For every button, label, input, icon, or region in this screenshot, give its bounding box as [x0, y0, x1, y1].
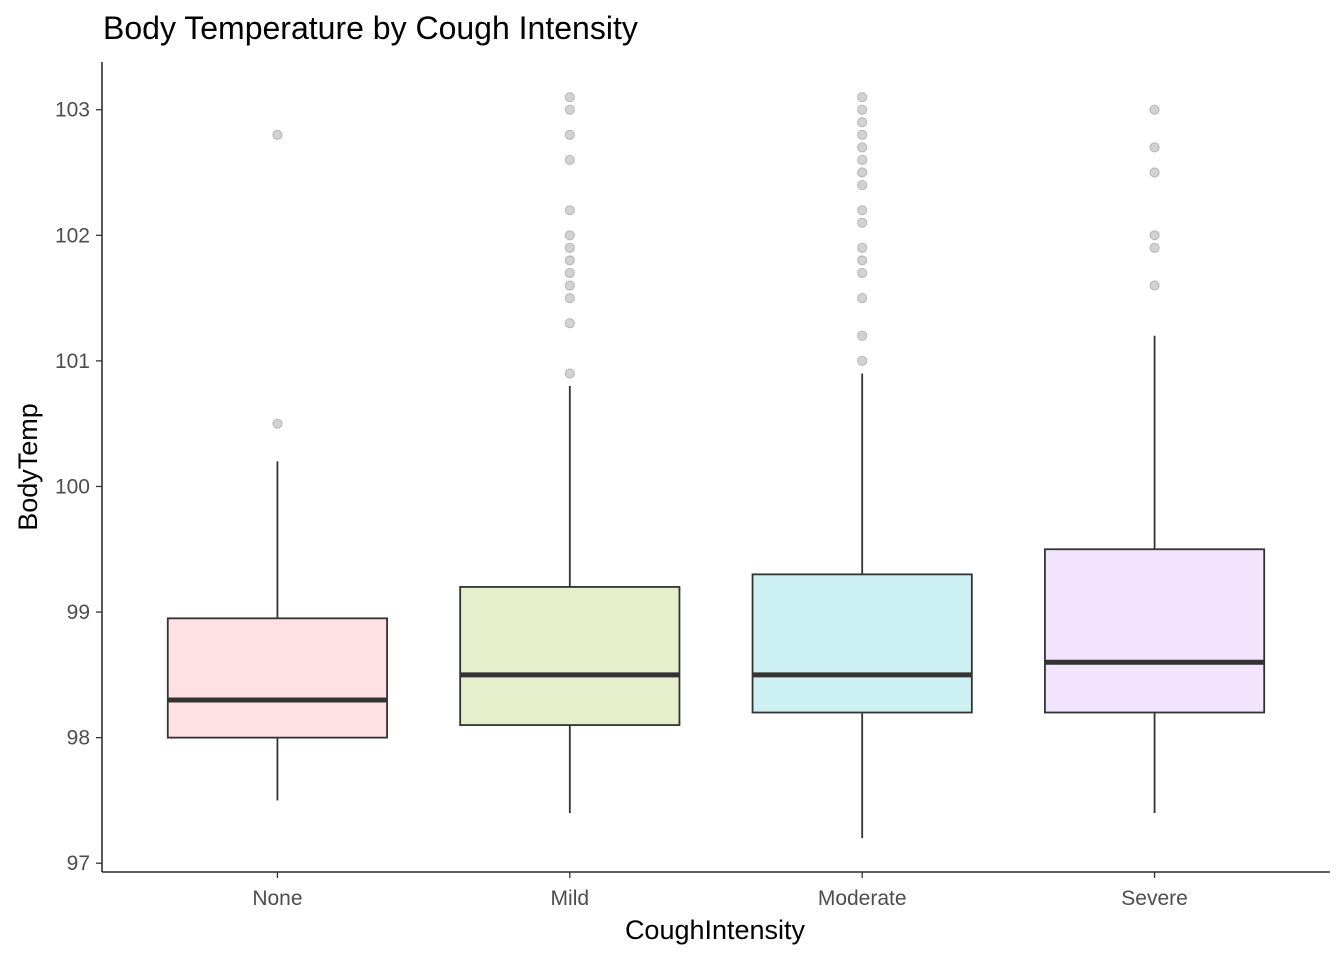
outlier-point [1149, 230, 1160, 241]
outlier-point [564, 104, 575, 115]
iqr-box [1044, 548, 1266, 714]
outlier-point [1149, 280, 1160, 291]
axes-layer [101, 62, 1330, 873]
outlier-point [857, 292, 868, 304]
outlier-point [1149, 242, 1160, 253]
box-moderate [751, 92, 973, 839]
outlier-point [857, 104, 868, 115]
x-ticks: None Mild Moderate Severe [252, 872, 1188, 910]
y-tick-label: 99 [67, 601, 90, 624]
x-tick-label: Mild [551, 887, 590, 910]
y-tick-label: 100 [55, 475, 90, 498]
y-axis-title: BodyTemp [13, 403, 43, 531]
outlier-point [564, 230, 575, 241]
outlier-point [857, 267, 868, 279]
outlier-point [857, 355, 868, 366]
outlier-point [564, 280, 575, 291]
outlier-point [564, 242, 575, 253]
outlier-point [564, 318, 575, 329]
outlier-point [857, 142, 868, 153]
box-mild [459, 92, 681, 813]
outlier-point [857, 255, 868, 266]
outlier-point [857, 179, 868, 191]
outlier-point [564, 205, 575, 216]
outlier-point [857, 129, 868, 140]
y-tick-label: 97 [67, 852, 90, 875]
outlier-point [564, 92, 575, 103]
outlier-point [857, 167, 868, 178]
outlier-point [857, 330, 868, 341]
outlier-point [1149, 167, 1160, 178]
outlier-point [564, 368, 575, 379]
box-severe [1044, 104, 1266, 813]
outlier-point [564, 129, 575, 140]
outlier-point [1149, 104, 1160, 115]
chart-title: Body Temperature by Cough Intensity [103, 10, 638, 46]
outlier-point [857, 205, 868, 216]
outlier-point [564, 154, 575, 166]
outlier-point [564, 267, 575, 279]
iqr-box [166, 617, 388, 739]
outlier-point [564, 255, 575, 266]
box-none [166, 129, 388, 801]
outlier-point [857, 154, 868, 166]
outlier-point [857, 217, 868, 228]
y-tick-label: 101 [55, 350, 90, 373]
x-tick-label: Moderate [818, 887, 907, 910]
outlier-point [857, 117, 868, 128]
y-tick-label: 102 [55, 224, 90, 247]
y-tick-label: 98 [67, 727, 90, 750]
iqr-box [751, 573, 973, 714]
y-ticks: 97 98 99 100 101 102 103 [55, 99, 102, 875]
boxes-layer [166, 92, 1266, 839]
outlier-point [272, 418, 283, 429]
x-tick-label: None [252, 887, 302, 910]
outlier-point [272, 129, 283, 140]
y-tick-label: 103 [55, 99, 90, 122]
outlier-point [857, 242, 868, 253]
iqr-box [459, 586, 681, 726]
x-axis-title: CoughIntensity [625, 915, 806, 945]
outlier-point [1149, 142, 1160, 153]
outlier-point [564, 292, 575, 304]
outlier-point [857, 92, 868, 103]
x-tick-label: Severe [1121, 887, 1188, 910]
